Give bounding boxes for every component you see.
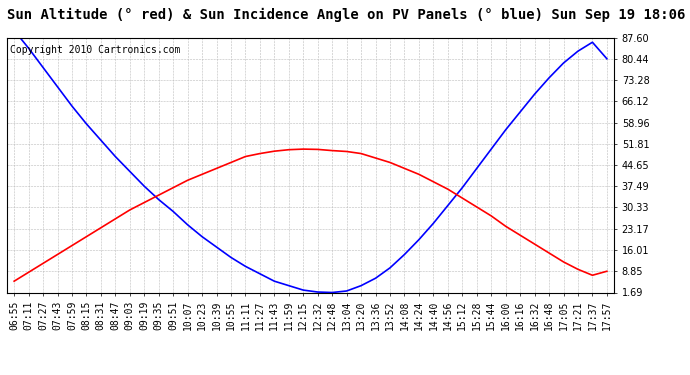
Text: Copyright 2010 Cartronics.com: Copyright 2010 Cartronics.com [10,45,180,55]
Text: Sun Altitude (° red) & Sun Incidence Angle on PV Panels (° blue) Sun Sep 19 18:0: Sun Altitude (° red) & Sun Incidence Ang… [7,8,685,22]
